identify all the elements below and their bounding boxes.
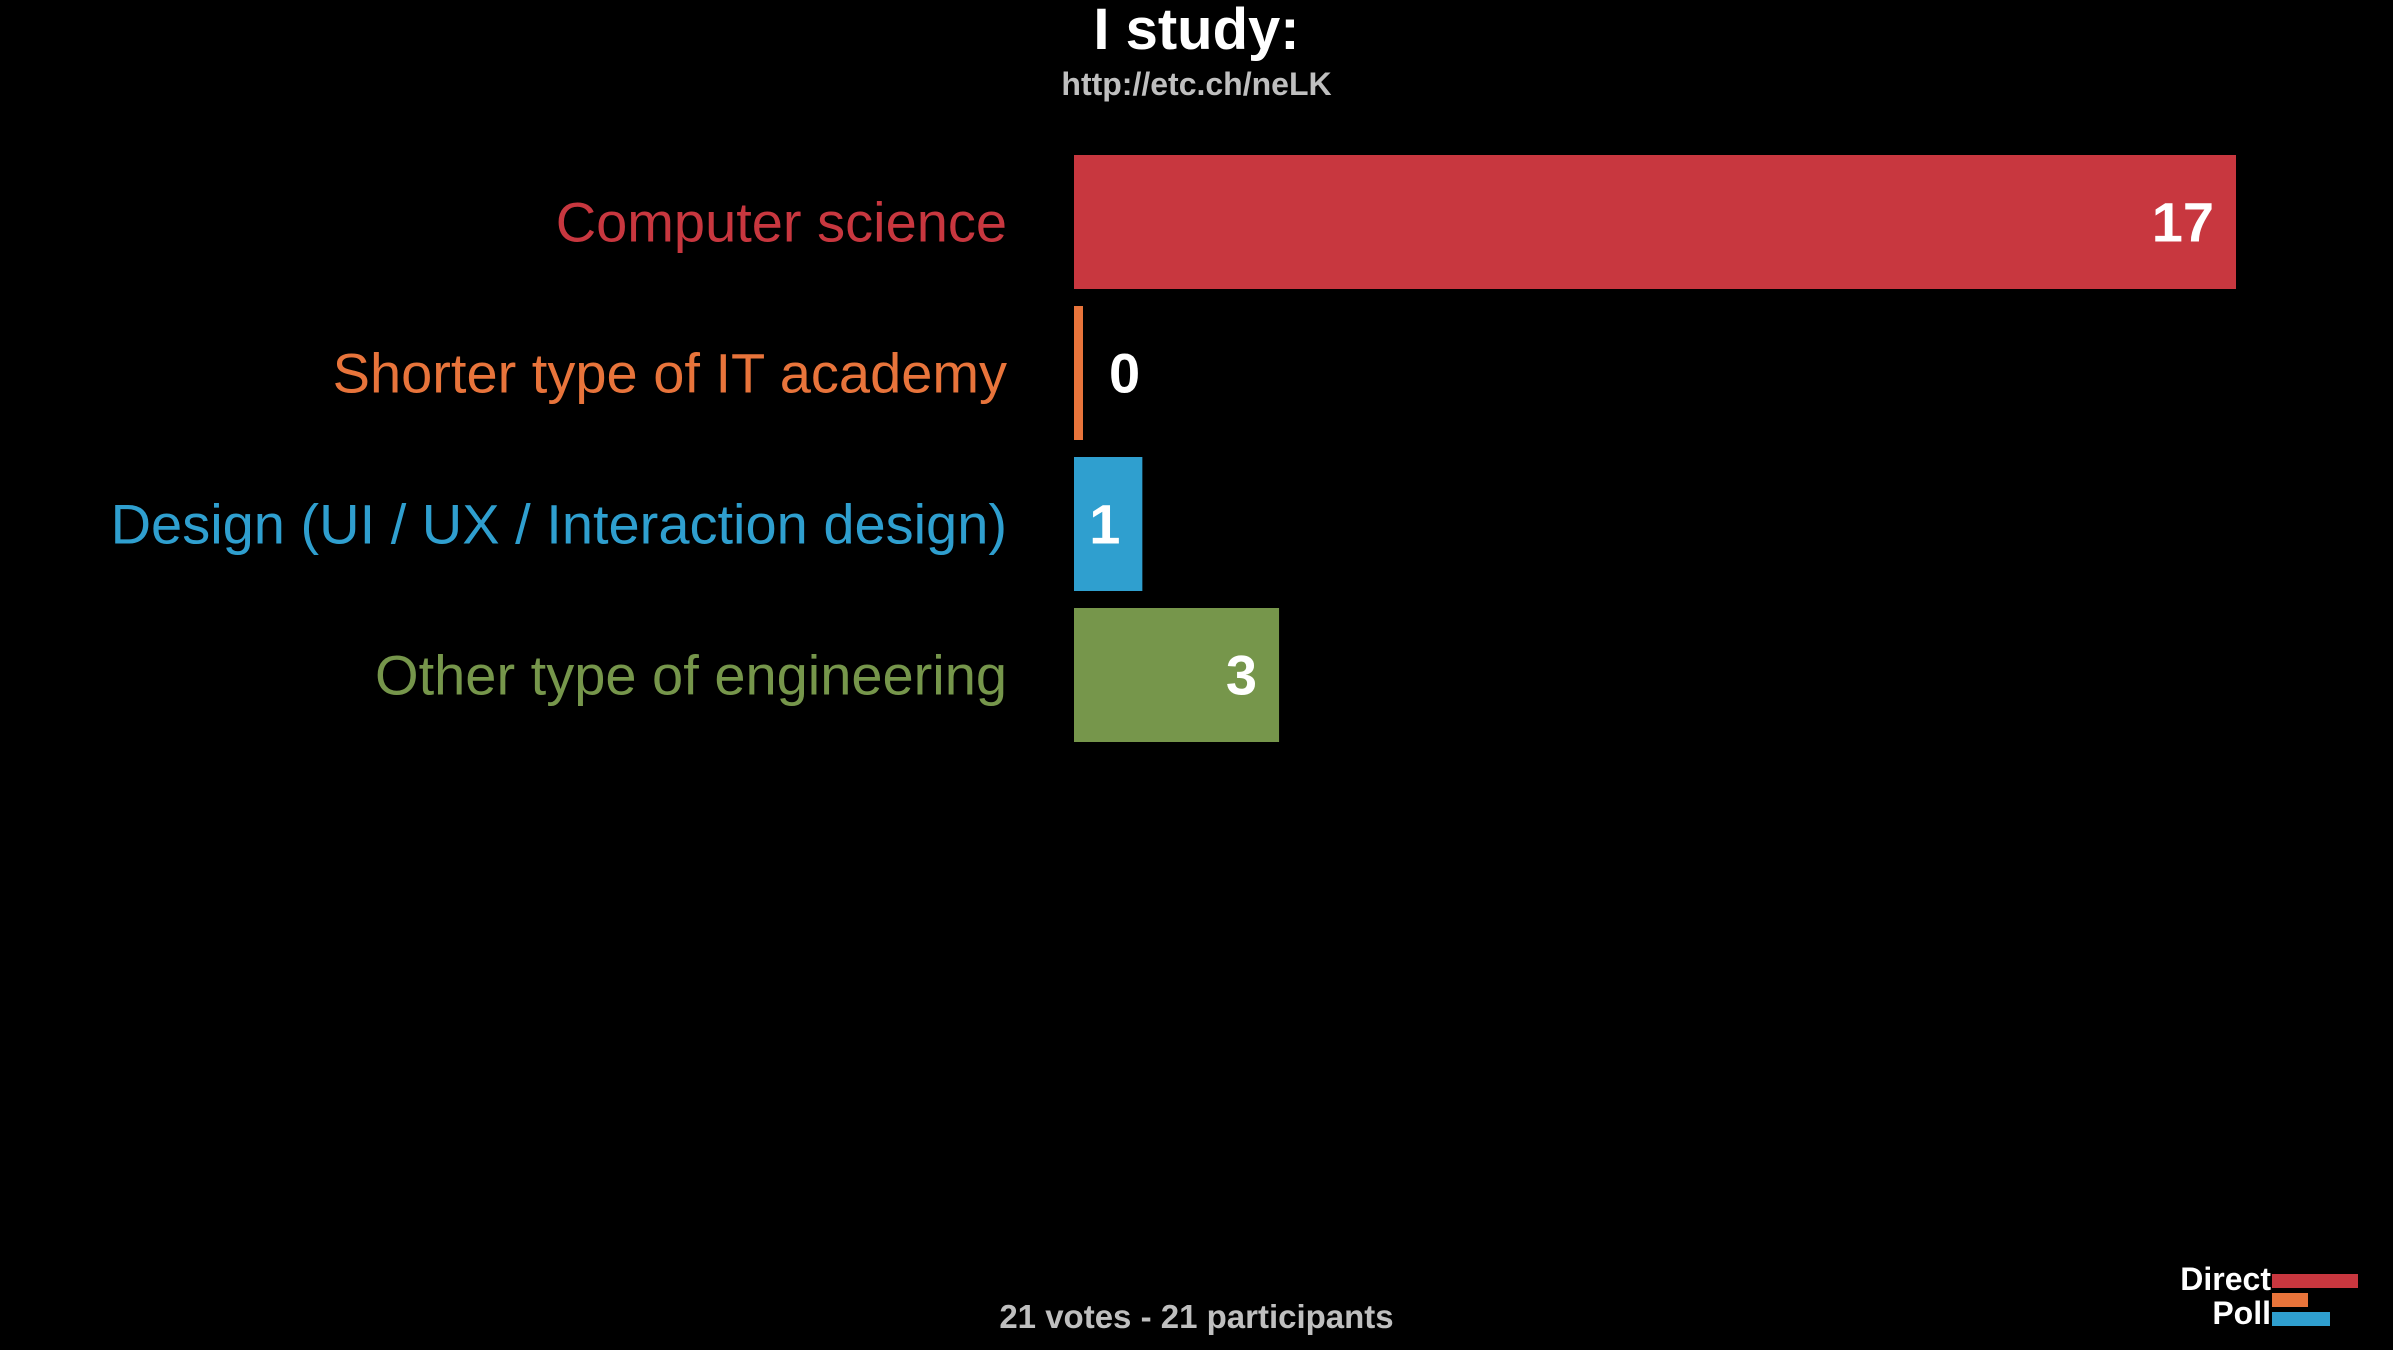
vote-summary: 21 votes - 21 participants — [999, 1298, 1394, 1335]
logo-text-line1: Direct — [2180, 1261, 2271, 1297]
bar — [1074, 155, 2236, 289]
poll-url[interactable]: http://etc.ch/neLK — [1061, 66, 1332, 102]
directpoll-logo: Direct Poll — [2160, 1262, 2360, 1332]
bar — [1074, 306, 1083, 440]
chart-title: I study: — [1093, 0, 1300, 62]
logo-bar-3 — [2272, 1312, 2330, 1326]
category-label: Other type of engineering — [375, 644, 1007, 707]
logo-bar-1 — [2272, 1274, 2358, 1288]
value-label: 3 — [1226, 644, 1257, 707]
category-label: Design (UI / UX / Interaction design) — [111, 493, 1007, 556]
value-label: 1 — [1089, 493, 1120, 556]
category-label: Computer science — [556, 191, 1007, 254]
logo-bar-2 — [2272, 1293, 2308, 1307]
logo-text-line2: Poll — [2212, 1295, 2271, 1331]
value-label: 0 — [1109, 342, 1140, 405]
category-label: Shorter type of IT academy — [333, 342, 1007, 405]
value-label: 17 — [2152, 191, 2214, 254]
bar — [1074, 457, 1143, 591]
bar — [1074, 608, 1280, 742]
